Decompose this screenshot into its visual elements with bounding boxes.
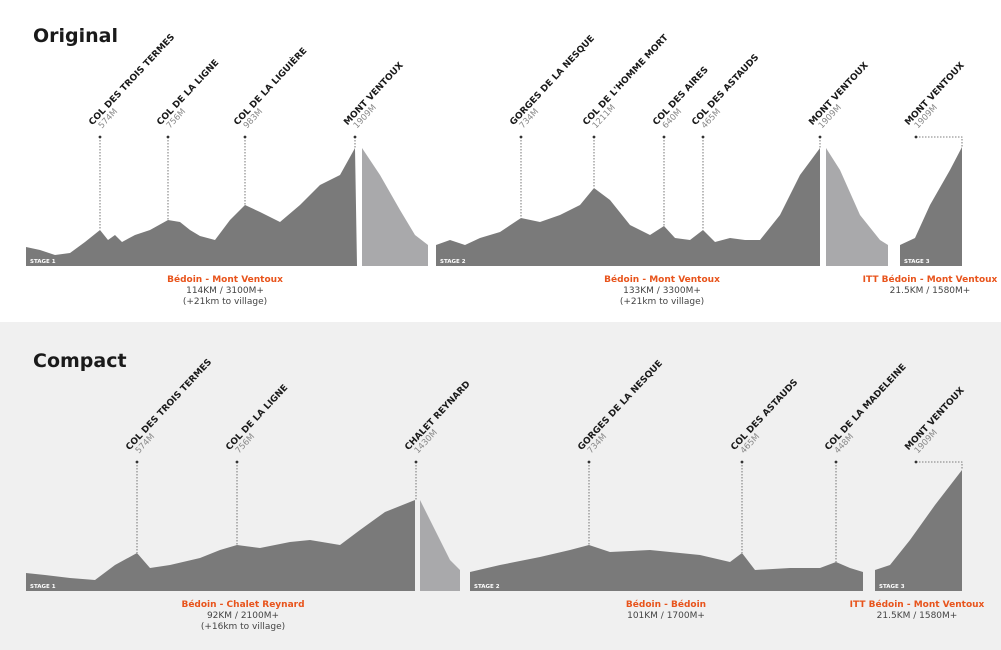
stage-distance: 21.5KM / 1580M+ (877, 611, 958, 621)
compact-background (0, 322, 1001, 650)
peak-dot (98, 135, 102, 139)
profile (26, 148, 357, 266)
stage-label: STAGE 3 (879, 584, 905, 590)
stage-distance: 101KM / 1700M+ (627, 611, 705, 621)
peak-dot (235, 460, 239, 464)
peak-dot (519, 135, 523, 139)
stage-label: STAGE 2 (440, 259, 466, 265)
peak-name: COL DE LA LIGUIÈRE (231, 45, 309, 128)
profile (470, 545, 863, 591)
section-title: Compact (33, 350, 127, 372)
stage-label: STAGE 3 (904, 259, 930, 265)
peak-dot (166, 135, 170, 139)
peak-dot (353, 135, 357, 139)
peak-name: MONT VENTOUX (342, 61, 405, 128)
stage-distance: 21.5KM / 1580M+ (890, 286, 971, 296)
profile (875, 470, 962, 591)
stage-note: (+21km to village) (620, 297, 704, 307)
stage-distance: 92KM / 2100M+ (207, 611, 279, 621)
stage-route: Bédoin - Mont Ventoux (167, 274, 283, 285)
peak-dot (818, 135, 822, 139)
connector (916, 461, 963, 470)
peak-name: MONT VENTOUX (903, 61, 966, 128)
profile-descent (826, 148, 888, 266)
peak-name: MONT VENTOUX (807, 61, 870, 128)
peak-dot (834, 460, 838, 464)
profile (900, 147, 962, 266)
peak-dot (414, 460, 418, 464)
connector (916, 136, 963, 147)
stage-label: STAGE 1 (30, 259, 56, 265)
stage-route: Bédoin - Chalet Reynard (181, 599, 304, 610)
stage-route: ITT Bédoin - Mont Ventoux (850, 599, 985, 610)
peak-name: GORGES DE LA NESQUE (508, 34, 596, 128)
peak-dot (592, 135, 596, 139)
profile (436, 148, 820, 266)
stage-distance: 114KM / 3100M+ (186, 286, 264, 296)
stage-label: STAGE 1 (30, 584, 56, 590)
section-title: Original (33, 25, 118, 47)
peak-dot (914, 460, 918, 464)
stage-label: STAGE 2 (474, 584, 500, 590)
stage-note: (+21km to village) (183, 297, 267, 307)
stage-route: ITT Bédoin - Mont Ventoux (863, 274, 998, 285)
peak-dot (587, 460, 591, 464)
peak-dot (914, 135, 918, 139)
peak-name: COL DES ASTAUDS (690, 53, 761, 128)
stage-route: Bédoin - Bédoin (626, 599, 706, 610)
stage-note: (+16km to village) (201, 622, 285, 632)
peak-dot (135, 460, 139, 464)
profile-descent (362, 148, 428, 266)
peak-dot (243, 135, 247, 139)
peak-dot (740, 460, 744, 464)
stage-distance: 133KM / 3300M+ (623, 286, 701, 296)
peak-dot (662, 135, 666, 139)
profile-descent (420, 500, 460, 591)
peak-dot (701, 135, 705, 139)
peak-name: COL DE LA LIGNE (155, 58, 221, 128)
profile (26, 500, 415, 591)
stage-route: Bédoin - Mont Ventoux (604, 274, 720, 285)
